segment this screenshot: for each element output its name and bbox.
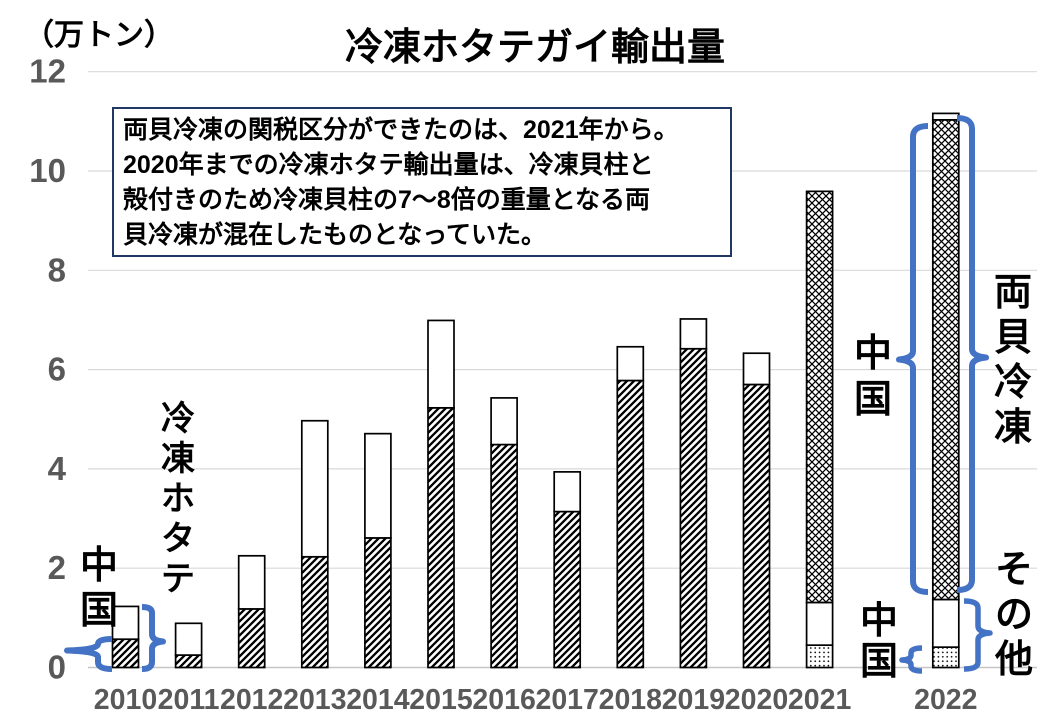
bar-segment-2013-diag — [300, 555, 329, 669]
bar-segment-2011-white — [174, 622, 203, 656]
note-line: 殻付きのため冷凍貝柱の7～8倍の重量となる両 — [123, 186, 651, 214]
annotation-note-box: 両貝冷凍の関税区分ができたのは、2021年から。 2020年までの冷凍ホタテ輸出… — [112, 107, 732, 257]
label-china-left: 中国 — [79, 545, 118, 632]
x-tick-label-2014: 2014 — [346, 684, 410, 716]
x-tick-label-2021: 2021 — [788, 684, 852, 716]
chart-title: 冷凍ホタテガイ輸出量 — [344, 27, 725, 69]
bar-segment-2017-white — [553, 471, 582, 513]
bar-segment-2016-diag — [490, 443, 518, 669]
bar-segment-2022-cross — [931, 119, 960, 601]
bar-segment-2022-dots — [931, 646, 960, 669]
x-tick-label-2012: 2012 — [220, 684, 283, 716]
brace-2010-china — [64, 636, 113, 672]
y-tick-label: 4 — [48, 450, 67, 487]
y-tick-label: 6 — [48, 351, 66, 388]
bar-segment-2018-white — [616, 345, 645, 382]
bar-segment-2013-white — [300, 419, 329, 558]
label-china-bottom-right: 中国 — [859, 601, 898, 683]
x-tick-label-2013: 2013 — [283, 684, 346, 716]
y-axis-unit-label: （万トン） — [24, 19, 174, 52]
bar-segment-2014-white — [364, 432, 392, 539]
label-sonota: その他 — [994, 549, 1033, 681]
note-line: 貝冷凍が混在したものとなっていた。 — [123, 221, 547, 249]
bar-segment-2019-white — [679, 318, 708, 350]
bar-segment-2018-diag — [616, 379, 645, 669]
y-tick-label: 12 — [29, 53, 66, 90]
x-tick-label-2019: 2019 — [662, 684, 725, 716]
brace-2022-ryogai — [956, 115, 989, 593]
note-line: 両貝冷凍の関税区分ができたのは、2021年から。 — [123, 116, 679, 144]
bar-segment-2021-cross — [805, 190, 834, 604]
label-china-top-right: 中国 — [853, 333, 892, 421]
bar-segment-2010-white — [111, 605, 140, 641]
x-tick-label-2011: 2011 — [158, 684, 220, 716]
bar-segment-2016-white — [490, 397, 518, 446]
y-tick-label: 2 — [48, 549, 66, 586]
brace-2022-crosshatch-china — [896, 123, 929, 595]
bar-segment-2015-diag — [427, 406, 455, 669]
bar-segment-2019-diag — [679, 347, 708, 669]
bar-segment-2012-white — [237, 554, 266, 610]
brace-2022-dots-china — [899, 645, 923, 674]
braces — [64, 115, 993, 674]
label-frozen-scallop: 冷凍ホタテ — [161, 400, 195, 598]
bar-segment-2015-white — [427, 319, 455, 409]
bar-segment-2020-diag — [742, 383, 771, 669]
bar-segment-2014-diag — [364, 537, 392, 669]
bar-segment-2021-dots — [805, 644, 834, 669]
bar-segment-2022-white — [931, 598, 960, 648]
y-tick-label: 0 — [48, 649, 66, 686]
x-tick-label-2010: 2010 — [94, 684, 157, 716]
x-tick-label-2022: 2022 — [914, 684, 977, 716]
x-tick-label-2020: 2020 — [725, 684, 788, 716]
bar-segment-2021-white — [805, 601, 834, 647]
brace-2010-total — [141, 604, 166, 672]
label-ryogai-reito: 両貝冷凍 — [993, 272, 1032, 449]
bar-segment-2010-diag — [111, 638, 140, 669]
x-tick-label-2017: 2017 — [535, 684, 598, 716]
bar-segment-2020-white — [742, 352, 771, 386]
x-tick-label-2018: 2018 — [599, 684, 662, 716]
bars — [111, 112, 960, 669]
brace-2022-sonota — [963, 598, 993, 672]
note-line: 2020年までの冷凍ホタテ輸出量は、冷凍貝柱と — [123, 151, 654, 179]
bar-segment-2012-diag — [237, 608, 266, 669]
x-tick-label-2015: 2015 — [409, 684, 473, 716]
y-tick-label: 8 — [48, 251, 66, 288]
bar-segment-2011-diag — [174, 654, 203, 669]
bar-segment-2017-diag — [553, 510, 582, 669]
y-tick-label: 10 — [29, 152, 66, 189]
x-tick-label-2016: 2016 — [472, 684, 535, 716]
bar-segment-2022-white — [931, 112, 960, 121]
